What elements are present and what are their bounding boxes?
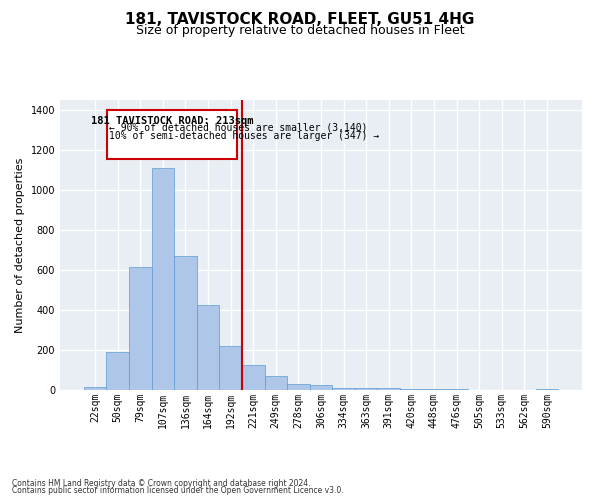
Bar	[84, 387, 106, 390]
Bar	[265, 376, 287, 390]
Text: Contains public sector information licensed under the Open Government Licence v3: Contains public sector information licen…	[12, 486, 344, 495]
Bar	[197, 305, 220, 390]
Bar	[242, 365, 265, 390]
Text: 10% of semi-detached houses are larger (347) →: 10% of semi-detached houses are larger (…	[109, 131, 380, 141]
Text: Contains HM Land Registry data © Crown copyright and database right 2024.: Contains HM Land Registry data © Crown c…	[12, 478, 311, 488]
Bar	[332, 388, 355, 390]
Bar	[152, 168, 174, 390]
Bar	[129, 267, 152, 390]
Bar	[355, 388, 377, 390]
Bar	[106, 352, 129, 390]
Bar	[536, 389, 558, 390]
Bar	[422, 389, 445, 390]
Bar	[107, 110, 237, 159]
Text: Size of property relative to detached houses in Fleet: Size of property relative to detached ho…	[136, 24, 464, 37]
Bar	[310, 385, 332, 390]
Bar	[287, 384, 310, 390]
Bar	[400, 389, 422, 390]
Bar	[220, 346, 242, 390]
Text: 181, TAVISTOCK ROAD, FLEET, GU51 4HG: 181, TAVISTOCK ROAD, FLEET, GU51 4HG	[125, 12, 475, 28]
Bar	[377, 388, 400, 390]
Bar	[174, 256, 197, 390]
Text: ← 90% of detached houses are smaller (3,140): ← 90% of detached houses are smaller (3,…	[109, 122, 368, 132]
Y-axis label: Number of detached properties: Number of detached properties	[15, 158, 25, 332]
Text: 181 TAVISTOCK ROAD: 213sqm: 181 TAVISTOCK ROAD: 213sqm	[91, 116, 253, 126]
